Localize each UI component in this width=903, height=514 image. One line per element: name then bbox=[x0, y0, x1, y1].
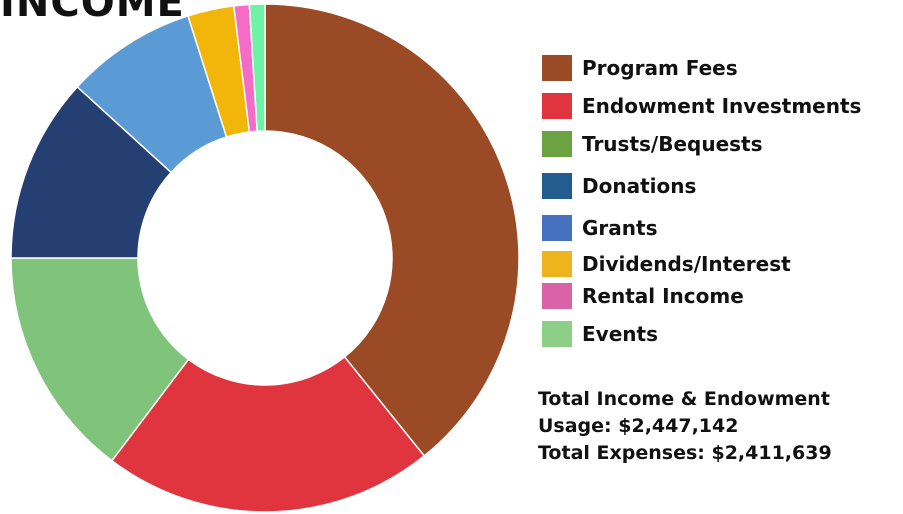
legend-item-grants: Grants bbox=[542, 213, 657, 243]
legend-item-program-fees: Program Fees bbox=[542, 53, 738, 83]
legend-swatch bbox=[542, 173, 572, 199]
legend: Program Fees Endowment Investments Trust… bbox=[542, 0, 903, 360]
legend-label: Trusts/Bequests bbox=[582, 132, 763, 156]
legend-label: Donations bbox=[582, 174, 697, 198]
legend-item-events: Events bbox=[542, 319, 658, 349]
legend-label: Grants bbox=[582, 216, 658, 240]
legend-swatch bbox=[542, 321, 572, 347]
legend-swatch bbox=[542, 283, 572, 309]
total-income-value: Usage: $2,447,142 bbox=[538, 415, 739, 437]
total-income-label: Total Income & Endowment bbox=[538, 388, 830, 410]
slice-donations bbox=[10, 85, 173, 259]
legend-label: Rental Income bbox=[582, 284, 744, 308]
legend-label: Endowment Investments bbox=[582, 94, 862, 118]
slice-endowment-investments bbox=[110, 355, 426, 513]
legend-label: Dividends/Interest bbox=[582, 252, 791, 276]
legend-swatch bbox=[542, 93, 572, 119]
legend-item-trusts-bequests: Trusts/Bequests bbox=[542, 129, 763, 159]
chart-title: INCOME bbox=[0, 0, 185, 26]
total-expenses: Total Expenses: $2,411,639 bbox=[538, 442, 832, 464]
slice-events bbox=[248, 3, 266, 133]
slice-program-fees bbox=[264, 3, 520, 457]
totals-summary: Total Income & Endowment Usage: $2,447,1… bbox=[538, 386, 898, 467]
legend-swatch bbox=[542, 131, 572, 157]
slice-trusts-bequests bbox=[10, 257, 190, 462]
legend-item-donations: Donations bbox=[542, 171, 696, 201]
legend-swatch bbox=[542, 215, 572, 241]
legend-swatch bbox=[542, 251, 572, 277]
legend-label: Program Fees bbox=[582, 56, 738, 80]
legend-swatch bbox=[542, 55, 572, 81]
legend-label: Events bbox=[582, 322, 658, 346]
donut-chart bbox=[10, 3, 520, 513]
legend-item-endowment-investments: Endowment Investments bbox=[542, 91, 861, 121]
legend-item-rental-income: Rental Income bbox=[542, 281, 744, 311]
legend-item-dividends-interest: Dividends/Interest bbox=[542, 249, 791, 279]
